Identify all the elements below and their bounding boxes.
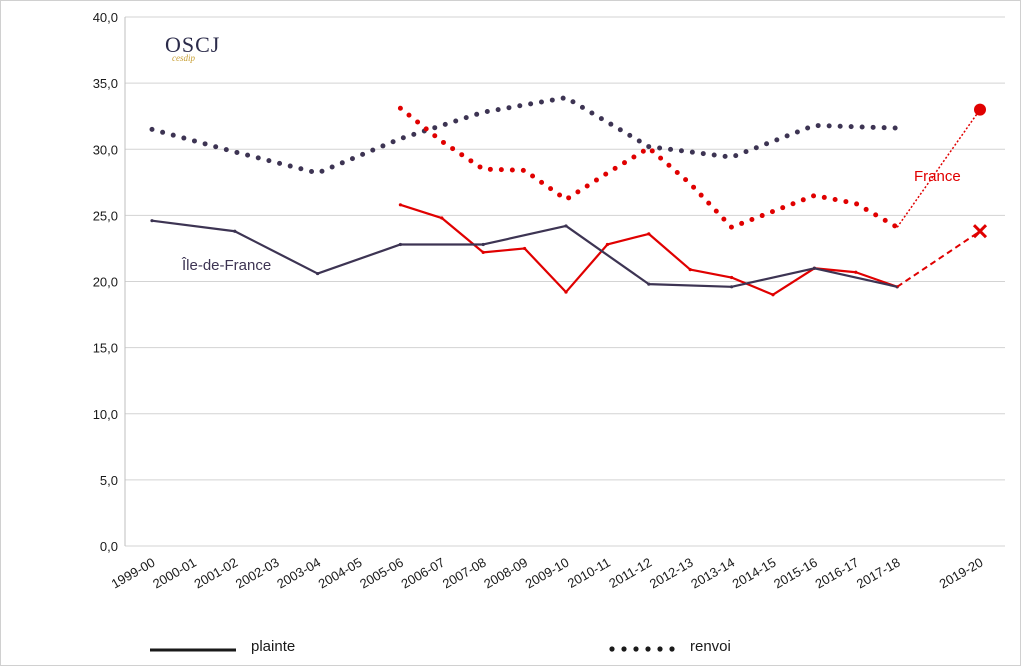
x-tick-labels: 1999-002000-012001-022002-032003-042004-… xyxy=(109,555,986,592)
france-plainte-line-point xyxy=(605,242,610,247)
france-plainte-line-point xyxy=(481,250,485,255)
idf-plainte-line-point xyxy=(564,224,568,228)
y-tick-label: 40,0 xyxy=(93,10,118,25)
legend-dot xyxy=(669,646,675,652)
x-tick-label: 2003-04 xyxy=(274,555,323,592)
x-tick-label: 2014-15 xyxy=(730,555,779,592)
idf-plainte-line-point xyxy=(730,285,734,289)
x-tick-label: 2001-02 xyxy=(191,555,240,592)
legend: plainte renvoi xyxy=(150,638,731,655)
idf-plainte-line-point xyxy=(647,282,651,286)
y-tick-label: 5,0 xyxy=(100,473,118,488)
france-plainte-2019-20-marker xyxy=(972,224,988,239)
idf-plainte-line-point xyxy=(233,229,237,233)
x-tick-label: 1999-00 xyxy=(109,555,158,592)
y-tick-label: 15,0 xyxy=(93,341,118,356)
logo-subtext: cesdip xyxy=(172,53,195,63)
x-tick-label: 2015-16 xyxy=(771,555,820,592)
y-tick-label: 35,0 xyxy=(93,76,118,91)
x-tick-label: 2007-08 xyxy=(440,555,489,592)
x-tick-label: 2019-20 xyxy=(937,555,986,592)
x-tick-label: 2010-11 xyxy=(565,555,613,591)
idf-plainte-line-point xyxy=(398,242,402,247)
france-plainte-line-point xyxy=(564,290,568,294)
y-tick-labels: 0,0 5,0 10,0 15,0 20,0 25,0 30,0 35,0 40,0 xyxy=(93,10,118,554)
france-plainte-line-point xyxy=(440,216,444,220)
legend-dot xyxy=(645,646,651,652)
y-tick-label: 30,0 xyxy=(93,142,118,157)
x-tick-label: 2004-05 xyxy=(316,555,365,592)
idf-plainte-line-point xyxy=(316,271,320,276)
legend-plainte-label: plainte xyxy=(251,638,295,655)
legend-renvoi-swatch xyxy=(609,646,675,652)
france-renvoi-line xyxy=(397,105,900,231)
idf-plainte-line-point xyxy=(481,242,485,247)
france-plainte-projection xyxy=(896,230,981,288)
series-group xyxy=(149,95,988,297)
legend-dot xyxy=(609,646,615,652)
x-tick-label: 2006-07 xyxy=(398,555,447,592)
x-tick-label: 2012-13 xyxy=(647,555,696,592)
oscj-logo: OSCJ cesdip xyxy=(165,32,220,63)
x-tick-label: 2000-01 xyxy=(150,555,199,592)
legend-dot xyxy=(633,646,639,652)
idf-plainte-line-point xyxy=(812,266,817,270)
gridlines xyxy=(125,16,1005,547)
france-renvoi-2019-20-marker xyxy=(974,103,986,116)
x-tick-label: 2002-03 xyxy=(233,555,282,592)
logo-text: OSCJ xyxy=(165,32,220,57)
y-tick-label: 20,0 xyxy=(93,275,118,290)
idf-plainte-line-point xyxy=(150,219,154,223)
y-tick-label: 25,0 xyxy=(93,208,118,223)
x-tick-label: 2005-06 xyxy=(357,555,406,592)
france-plainte-line-point xyxy=(647,232,651,236)
y-tick-label: 10,0 xyxy=(93,407,118,422)
x-tick-label: 2011-12 xyxy=(606,555,654,591)
legend-dot xyxy=(657,646,663,652)
france-plainte-line-point xyxy=(771,293,775,297)
idf-renvoi-line xyxy=(149,95,900,176)
france-plainte-line-point xyxy=(688,267,692,272)
france-plainte-line-point xyxy=(398,203,402,207)
x-tick-label: 2017-18 xyxy=(854,555,903,592)
x-tick-label: 2008-09 xyxy=(481,555,530,592)
france-plainte-line-point xyxy=(523,246,527,251)
france-plainte-line-point xyxy=(730,275,734,280)
france-plainte-line-point xyxy=(854,270,858,274)
x-tick-label: 2009-10 xyxy=(523,555,572,592)
legend-renvoi-label: renvoi xyxy=(690,638,731,655)
france-annotation: France xyxy=(914,168,961,185)
legend-dot xyxy=(621,646,627,652)
ile-de-france-annotation: Île-de-France xyxy=(181,257,271,274)
x-tick-label: 2016-17 xyxy=(812,555,861,592)
y-tick-label: 0,0 xyxy=(100,539,118,554)
idf-plainte-line xyxy=(151,219,898,288)
x-tick-label: 2013-14 xyxy=(688,555,737,592)
